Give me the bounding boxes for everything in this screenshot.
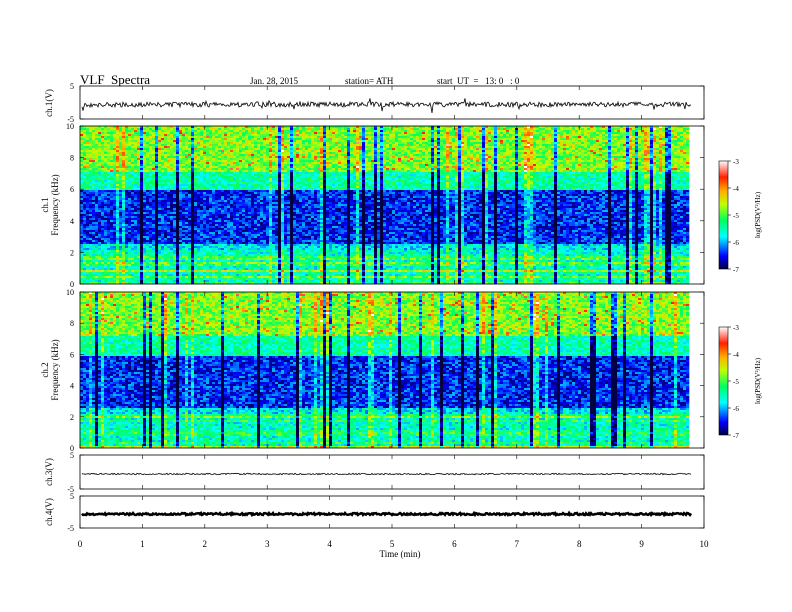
colorbar2-label: log(PSD(V²/Hz) xyxy=(754,357,762,404)
ch1-cbar-label--4: -4 xyxy=(733,185,739,193)
ch2f-ytick-label-2: 2 xyxy=(70,413,74,422)
ch1-spectrogram xyxy=(80,126,689,284)
ch2f-ytick-label-8: 8 xyxy=(70,319,74,328)
ch1-colorbar xyxy=(719,161,728,269)
ch2-cbar-label--5: -5 xyxy=(733,378,739,386)
x-tick-label-6: 6 xyxy=(452,539,457,549)
ch3-waveform-line xyxy=(82,473,691,474)
ch4-ylabel: ch.4(V) xyxy=(44,498,54,526)
x-tick-label-0: 0 xyxy=(78,539,83,549)
ch1f-ylabel: ch.1 xyxy=(40,197,50,212)
ch1f-ylabel-2: Frequency (kHz) xyxy=(50,174,60,235)
ch1f-ytick-label-6: 6 xyxy=(70,185,74,194)
w4-frame xyxy=(80,496,704,528)
ch2f-ytick-label-10: 10 xyxy=(66,288,74,297)
ch1f-ytick-label-4: 4 xyxy=(70,217,74,226)
w3-frame xyxy=(80,455,704,489)
x-tick-label-1: 1 xyxy=(140,539,145,549)
ch2-cbar-label--4: -4 xyxy=(733,351,739,359)
ch1f-ytick-label-10: 10 xyxy=(66,122,74,131)
ch1-ylabel: ch.1(V) xyxy=(44,89,54,117)
x-tick-label-4: 4 xyxy=(327,539,332,549)
ch1-waveform-line xyxy=(82,98,691,113)
ch2f-ytick-label-4: 4 xyxy=(70,382,74,391)
spectrogram-layer xyxy=(80,126,689,448)
ch1-cbar-label--5: -5 xyxy=(733,212,739,220)
ch3-ylabel: ch.3(V) xyxy=(44,458,54,486)
x-tick-label-2: 2 xyxy=(203,539,208,549)
ch1-ytick-label-5: 5 xyxy=(70,82,74,91)
ch2f-ylabel: ch.2 xyxy=(40,362,50,377)
ch4-ytick-label--5: -5 xyxy=(67,524,74,533)
ch4-waveform-line xyxy=(82,513,691,515)
ch3-ytick-label-5: 5 xyxy=(70,451,74,460)
x-tick-label-5: 5 xyxy=(390,539,395,549)
ch2-colorbar xyxy=(719,327,728,435)
ch1-cbar-label--7: -7 xyxy=(733,266,739,274)
ch2-cbar-label--6: -6 xyxy=(733,405,739,413)
x-tick-label-7: 7 xyxy=(515,539,520,549)
ch2-cbar-label--7: -7 xyxy=(733,432,739,440)
ch1-cbar-label--3: -3 xyxy=(733,158,739,166)
vlf-spectra-figure: 0 1 2 3 4 5 6 7 8 9 105-5108642010864205-55-5-3-4-… xyxy=(0,0,792,612)
colorbar1-label: log(PSD(V²/Hz) xyxy=(754,191,762,238)
ch1f-ytick-label-8: 8 xyxy=(70,154,74,163)
x-axis-label: Time (min) xyxy=(380,549,421,559)
x-tick-label-8: 8 xyxy=(577,539,582,549)
x-tick-label-9: 9 xyxy=(639,539,644,549)
ch1f-ytick-label-2: 2 xyxy=(70,248,74,257)
x-tick-label-3: 3 xyxy=(265,539,270,549)
ch2-spectrogram xyxy=(80,292,689,448)
ch1-cbar-label--6: -6 xyxy=(733,239,739,247)
ch2-cbar-label--3: -3 xyxy=(733,324,739,332)
x-tick-label-10: 10 xyxy=(700,539,710,549)
ch2f-ytick-label-6: 6 xyxy=(70,350,74,359)
ch4-ytick-label-5: 5 xyxy=(70,492,74,501)
ch2f-ylabel-2: Frequency (kHz) xyxy=(50,339,60,400)
